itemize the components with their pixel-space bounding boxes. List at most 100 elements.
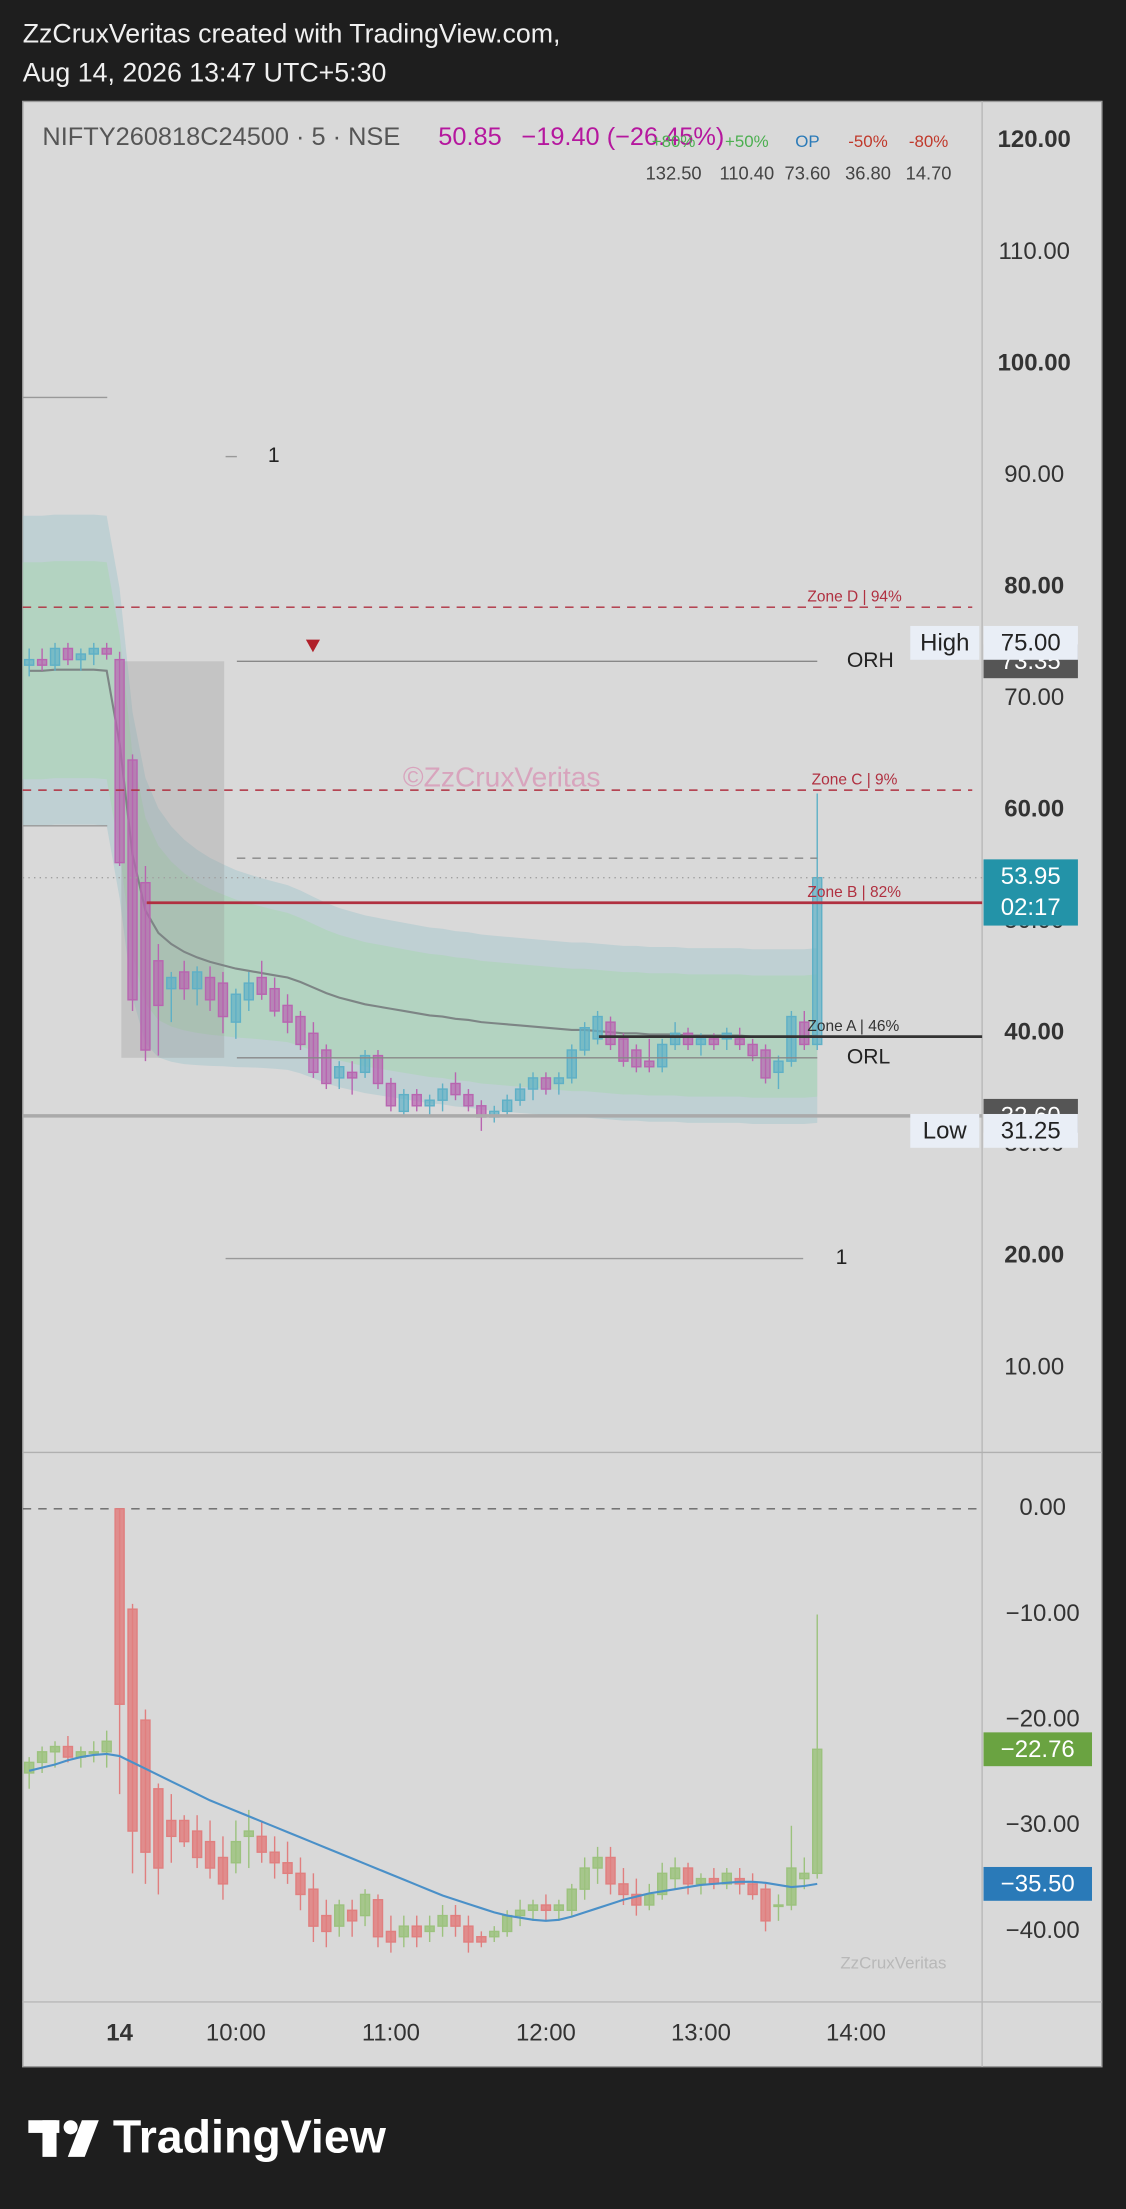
candle-body — [786, 1015, 797, 1062]
candle-body — [334, 1904, 345, 1927]
y-tick-label: −30.00 — [1006, 1811, 1080, 1838]
level-label: Zone A | 46% — [807, 1018, 899, 1035]
candle-body — [166, 1819, 177, 1838]
candle-body — [566, 1888, 577, 1912]
candle-body — [501, 1099, 513, 1113]
candle-body — [618, 1883, 629, 1896]
y-tick-label: 90.00 — [1004, 461, 1064, 488]
candle-body — [631, 1893, 642, 1906]
candle-body — [243, 1830, 255, 1838]
candle-body — [489, 1930, 500, 1938]
candle-body — [437, 1914, 448, 1927]
candle-body — [424, 1099, 435, 1107]
candle-body — [295, 1872, 306, 1896]
level-table-label: -50% — [848, 132, 887, 151]
candle-body — [282, 1004, 293, 1023]
brand: TradingView — [113, 2110, 387, 2162]
candle-body — [334, 1066, 345, 1079]
logo: TradingView — [28, 2110, 387, 2162]
level-table-label: OP — [795, 132, 819, 151]
candle-body — [760, 1049, 771, 1079]
candle-body — [682, 1867, 694, 1885]
extreme-label: Low — [923, 1118, 968, 1145]
candle-body — [476, 1936, 487, 1943]
y-tick-label: 100.00 — [998, 349, 1071, 376]
candle-body — [140, 1719, 151, 1853]
candle-body — [553, 1077, 565, 1085]
level-table-label: +80% — [652, 132, 696, 151]
candle-body — [153, 960, 164, 1007]
candle-body — [23, 658, 35, 666]
candle-body — [669, 1032, 681, 1046]
y-tick-label: −10.00 — [1006, 1600, 1080, 1627]
candle-body — [321, 1049, 332, 1085]
candle-body — [760, 1888, 771, 1922]
candle-body — [101, 1740, 112, 1753]
candle-body — [592, 1856, 603, 1869]
candle-body — [191, 971, 203, 990]
candle-body — [36, 1751, 48, 1764]
level-table-value: 110.40 — [720, 163, 775, 184]
candle-body — [618, 1038, 629, 1062]
candle-body — [527, 1077, 539, 1090]
indicator-pane — [22, 1508, 983, 1953]
level-table-label: +50% — [725, 132, 769, 151]
legend-change: −19.40 (−26.45%) — [521, 123, 724, 151]
candle-body — [514, 1909, 526, 1917]
value-tag — [983, 1113, 1078, 1148]
last-price-tag — [983, 859, 1078, 926]
candle-body — [36, 658, 48, 666]
candle-body — [540, 1077, 552, 1090]
level-label: 1 — [836, 1246, 848, 1269]
candle-body — [398, 1093, 410, 1113]
watermark: ©ZzCruxVeritas — [403, 761, 601, 793]
candle-body — [385, 1082, 397, 1107]
marker-triangle — [305, 639, 320, 653]
candle-body — [140, 881, 151, 1051]
candle-body — [346, 1071, 358, 1079]
level-label: 1 — [268, 444, 280, 467]
candle-body — [747, 1883, 758, 1896]
candle-body — [605, 1856, 616, 1885]
last-price-label: 53.95 — [1001, 863, 1061, 890]
countdown: 02:17 — [1001, 894, 1061, 921]
value-tag-label: 31.25 — [1001, 1118, 1061, 1145]
candle-body — [359, 1893, 371, 1917]
y-tick-label: 20.00 — [1004, 1242, 1064, 1269]
candle-body — [178, 971, 190, 990]
candle-body — [411, 1925, 422, 1938]
candle-body — [101, 647, 112, 655]
candle-body — [321, 1914, 332, 1933]
candle-body — [799, 1021, 810, 1046]
candle-body — [656, 1043, 668, 1068]
candle-body — [424, 1925, 435, 1933]
candle-body — [773, 1904, 784, 1908]
candle-body — [62, 647, 74, 661]
candle-body — [527, 1904, 539, 1912]
level-table-value: 73.60 — [785, 163, 831, 184]
candle-body — [23, 1761, 35, 1774]
candle-body — [88, 1751, 99, 1754]
y-tick-label: −20.00 — [1006, 1705, 1080, 1732]
candle-body — [592, 1015, 603, 1040]
candle-body — [411, 1093, 422, 1107]
candle-body — [114, 658, 125, 864]
candle-body — [359, 1054, 371, 1074]
y-tick-label: −40.00 — [1006, 1917, 1080, 1944]
candle-body — [605, 1021, 616, 1046]
candle-body — [178, 1819, 190, 1843]
x-tick-label: 14:00 — [826, 2020, 886, 2047]
candle-body — [269, 1851, 280, 1864]
candle-body — [656, 1872, 668, 1896]
level-label: Zone D | 94% — [807, 588, 902, 605]
candle-body — [799, 1872, 810, 1880]
candle-body — [812, 1748, 823, 1875]
candle-body — [695, 1877, 707, 1885]
legend-symbol: NIFTY260818C24500 · 5 · NSE — [42, 123, 400, 151]
candle-body — [747, 1043, 758, 1057]
candle-body — [308, 1032, 319, 1074]
level-table-value: 36.80 — [845, 163, 891, 184]
candle-body — [773, 1060, 784, 1074]
price-pane — [22, 514, 823, 1131]
